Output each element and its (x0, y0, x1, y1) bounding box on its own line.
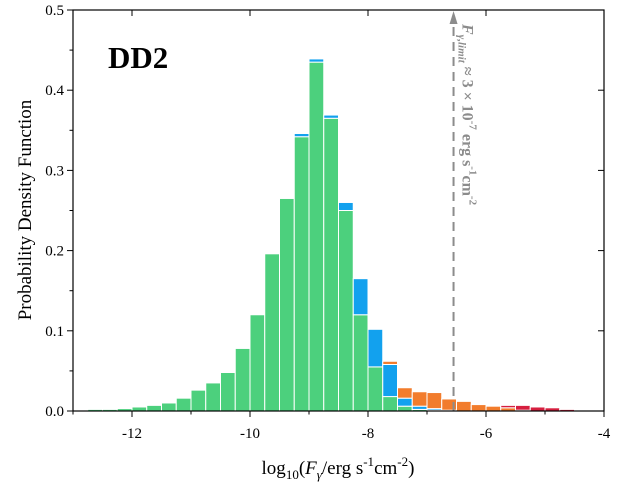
y-tick-label: 0.0 (45, 404, 64, 420)
histogram-bar-s1-b14 (293, 133, 310, 138)
histogram-bar-s0-b14 (293, 136, 310, 412)
histogram-bar-s0-b6 (175, 397, 192, 412)
histogram-bar-s0-b12 (264, 253, 280, 412)
y-axis-ticks: 0.0 0.1 0.2 0.3 0.4 0.5 (45, 3, 604, 420)
histogram-bar-s0-b16 (323, 117, 339, 412)
histogram-bar-s2-b22 (411, 391, 428, 407)
flux-limit-annotation: Fγ,limit ≈ 3 × 10-7 erg s-1cm-2 (449, 11, 479, 411)
x-tick-label: -4 (598, 426, 611, 442)
x-tick-label: -10 (240, 426, 260, 442)
histogram-bar-s0-b20 (382, 396, 398, 412)
histogram-bar-s0-b21 (397, 405, 413, 412)
x-tick-label: -8 (362, 426, 375, 442)
histogram-bar-s3-b28 (500, 404, 516, 409)
x-tick-label: -12 (122, 426, 142, 442)
histogram-bar-s1-b16 (323, 114, 339, 119)
x-axis-label-sub: 10 (286, 467, 299, 482)
histogram-bar-s0-b11 (249, 314, 266, 412)
histogram-bar-s2-b19 (367, 327, 384, 330)
histogram-bar-s0-b13 (279, 197, 295, 412)
y-tick-label: 0.2 (45, 244, 64, 260)
histogram-bar-s2-b23 (426, 392, 443, 410)
histogram-bar-s3-b30 (529, 406, 546, 412)
histogram-bar-s0-b18 (352, 314, 369, 412)
y-tick-label: 0.3 (45, 163, 64, 179)
y-tick-label: 0.1 (45, 324, 64, 340)
histogram-bars (87, 58, 575, 412)
flux-limit-label: Fγ,limit ≈ 3 × 10-7 erg s-1cm-2 (456, 23, 479, 206)
y-axis-label: Probability Density Function (15, 99, 36, 320)
histogram-bar-s0-b7 (190, 389, 207, 412)
histogram-bar-s1-b17 (338, 201, 354, 211)
histogram-bar-s0-b8 (205, 382, 221, 412)
histogram-bar-s1-b19 (367, 328, 384, 368)
x-axis-ticks: -12 -10 -8 -6 -4 (72, 10, 611, 442)
histogram-bar-s0-b3 (131, 406, 148, 412)
x-axis-label: log10(Fγ/erg s-1cm-2) (262, 454, 415, 482)
y-tick-label: 0.4 (45, 83, 64, 99)
histogram-bar-s2-b27 (485, 405, 502, 412)
histogram-bar-s2-b21 (397, 387, 413, 399)
histogram-bar-s1-b15 (308, 58, 325, 63)
flux-limit-arrowhead (449, 11, 458, 24)
histogram-bar-s0-b5 (161, 402, 177, 412)
histogram-bar-s1-b18 (352, 278, 369, 316)
histogram-bar-s1-b20 (382, 363, 398, 398)
y-tick-label: 0.5 (45, 3, 64, 19)
histogram-bar-s0-b15 (308, 61, 325, 412)
x-tick-label: -6 (480, 426, 493, 442)
histogram-bar-s0-b10 (234, 347, 251, 412)
histogram-bar-s2-b20 (382, 360, 398, 365)
histogram-bar-s0-b9 (220, 372, 236, 412)
histogram-bar-s0-b4 (146, 404, 162, 412)
histogram-bar-s0-b17 (338, 210, 354, 412)
histogram-bar-s2-b26 (470, 404, 487, 412)
panel-label: DD2 (108, 40, 168, 75)
histogram-bar-s1-b21 (397, 397, 413, 407)
histogram-bar-s0-b19 (367, 366, 384, 412)
histogram-bar-s3-b29 (515, 404, 531, 411)
histogram-bar-s2-b25 (456, 400, 472, 412)
